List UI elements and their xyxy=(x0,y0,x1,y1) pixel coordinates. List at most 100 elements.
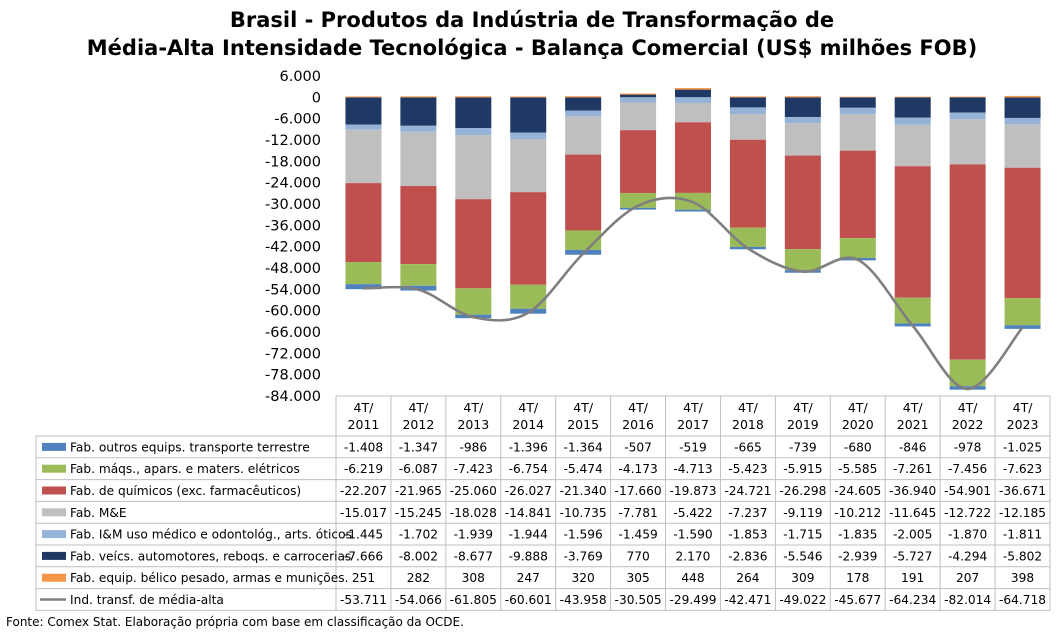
legend-key-swatch xyxy=(42,486,66,495)
bar-segment xyxy=(949,97,986,113)
data-value-label: -7.423 xyxy=(454,462,493,476)
data-value-label: -14.841 xyxy=(505,506,552,520)
legend-key-swatch xyxy=(42,508,66,517)
legend-key-swatch xyxy=(42,442,66,451)
data-value-label: -665 xyxy=(734,440,762,454)
bar-segment xyxy=(455,96,492,98)
bar-segment xyxy=(1004,117,1041,125)
data-value-label: -8.677 xyxy=(454,549,493,563)
data-value-label: -45.677 xyxy=(834,593,881,607)
bar-segment xyxy=(949,112,986,120)
category-label: 2019 xyxy=(787,417,819,432)
category-label: 4T/ xyxy=(463,400,484,415)
total-line xyxy=(363,196,1024,391)
category-label: 2014 xyxy=(512,417,544,432)
data-value-label: 398 xyxy=(1011,571,1034,585)
data-value-label: -7.623 xyxy=(1003,462,1042,476)
legend-key-swatch xyxy=(42,464,66,473)
y-tick-label: -6.000 xyxy=(274,112,321,128)
data-value-label: -24.721 xyxy=(724,484,771,498)
bar-segment xyxy=(620,102,657,131)
data-value-label: -22.207 xyxy=(340,484,387,498)
data-value-label: -36.940 xyxy=(889,484,936,498)
data-value-label: -49.022 xyxy=(779,593,826,607)
bar-segment xyxy=(510,308,547,314)
bar-segment xyxy=(345,183,382,263)
data-value-label: -36.671 xyxy=(999,484,1046,498)
y-tick-label: 0 xyxy=(312,90,321,106)
bar-segment xyxy=(675,89,711,98)
bar-segment xyxy=(784,117,821,124)
bar-segment xyxy=(400,131,437,187)
data-value-label: -1.396 xyxy=(509,440,548,454)
data-value-label: -7.456 xyxy=(948,462,987,476)
data-value-label: -5.802 xyxy=(1003,549,1042,563)
data-value-label: -10.735 xyxy=(560,506,607,520)
bar-segment xyxy=(400,96,437,98)
bar-segment xyxy=(565,96,602,98)
category-label: 2023 xyxy=(1007,417,1039,432)
data-value-label: -7.261 xyxy=(893,462,932,476)
bar-segment xyxy=(839,96,876,98)
bar-segment xyxy=(455,128,492,136)
legend-entry: Fab. veícs. automotores, reboqs. e carro… xyxy=(70,549,351,563)
bar-segment xyxy=(400,186,437,265)
bar-segment xyxy=(729,97,766,108)
category-label: 2012 xyxy=(402,417,434,432)
data-value-label: 320 xyxy=(572,571,595,585)
bar-segment xyxy=(784,123,821,156)
legend-entry: Fab. equip. bélico pesado, armas e muniç… xyxy=(70,571,349,585)
bar-segment xyxy=(949,96,986,98)
data-value-label: -3.769 xyxy=(564,549,603,563)
bar-segment xyxy=(455,199,492,289)
data-value-label: 251 xyxy=(352,571,375,585)
data-value-label: -4.713 xyxy=(673,462,712,476)
bar-segment xyxy=(510,132,547,140)
y-tick-label: -42.000 xyxy=(265,240,321,256)
data-value-label: 264 xyxy=(736,571,760,585)
bar-segment xyxy=(400,285,437,291)
category-label: 4T/ xyxy=(848,400,869,415)
category-label: 4T/ xyxy=(518,400,539,415)
y-tick-label: -12.000 xyxy=(265,133,321,149)
bar-segment xyxy=(345,129,382,184)
data-value-label: -1.702 xyxy=(399,528,438,542)
bar-segment xyxy=(949,164,986,360)
legend-entry: Fab. M&E xyxy=(70,506,127,520)
bar-segment xyxy=(400,125,437,132)
bar-segment xyxy=(565,116,602,155)
category-label: 2013 xyxy=(457,417,489,432)
bar-segment xyxy=(565,110,602,117)
data-value-label: -1.944 xyxy=(509,528,549,542)
data-value-label: -17.660 xyxy=(615,484,662,498)
category-label: 2020 xyxy=(842,417,874,432)
bar-segment xyxy=(565,154,602,231)
bar-segment xyxy=(345,284,382,290)
bar-segment xyxy=(784,249,821,271)
data-value-label: -1.939 xyxy=(454,528,493,542)
bar-segment xyxy=(894,166,931,298)
data-value-label: -978 xyxy=(954,440,982,454)
bar-segment xyxy=(1004,124,1041,168)
bar-segment xyxy=(675,209,711,212)
data-value-label: -1.459 xyxy=(618,528,657,542)
y-tick-label: 6.000 xyxy=(279,69,321,85)
bar-segment xyxy=(400,264,437,286)
data-value-label: 2.170 xyxy=(676,549,711,563)
category-label: 4T/ xyxy=(354,400,375,415)
data-value-label: -1.590 xyxy=(673,528,712,542)
data-value-label: -64.234 xyxy=(889,593,936,607)
y-tick-label: -54.000 xyxy=(265,282,321,298)
chart-subtitle: Média-Alta Intensidade Tecnológica - Bal… xyxy=(86,36,978,60)
data-value-label: -5.422 xyxy=(673,506,712,520)
data-value-label: -82.014 xyxy=(944,593,991,607)
bar-segment xyxy=(620,94,657,98)
data-value-label: -7.237 xyxy=(728,506,767,520)
data-value-label: -1.596 xyxy=(564,528,603,542)
data-value-label: -5.727 xyxy=(893,549,932,563)
bar-segment xyxy=(620,130,657,193)
data-value-label: -9.119 xyxy=(783,506,822,520)
category-label: 4T/ xyxy=(408,400,429,415)
data-value-label: -54.901 xyxy=(944,484,991,498)
legend-key-swatch xyxy=(42,573,66,582)
